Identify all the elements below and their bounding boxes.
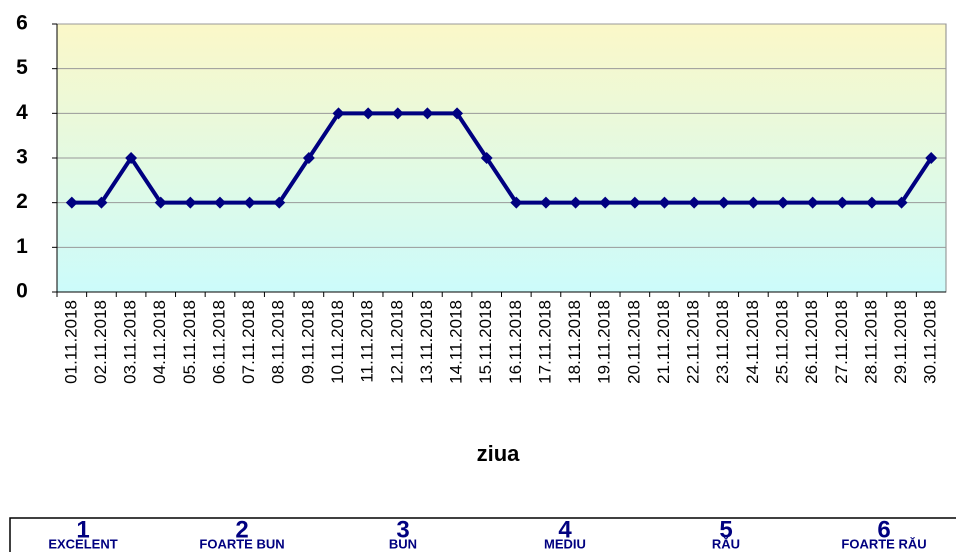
- x-tick-label: 14.11.2018: [447, 300, 466, 384]
- x-tick-label: 08.11.2018: [269, 300, 288, 384]
- data-point: [628, 196, 641, 209]
- legend-number: 4: [558, 516, 572, 543]
- x-tick-label: 16.11.2018: [506, 300, 525, 384]
- data-point: [421, 107, 434, 120]
- legend-label: EXCELENT: [48, 536, 117, 551]
- data-point: [451, 107, 464, 120]
- x-tick-label: 02.11.2018: [91, 300, 110, 384]
- x-tick-label: 23.11.2018: [713, 300, 732, 384]
- x-tick-label: 21.11.2018: [654, 300, 673, 384]
- x-tick-label: 12.11.2018: [387, 300, 406, 384]
- y-tick-label: 1: [16, 235, 28, 258]
- data-point: [836, 196, 849, 209]
- x-tick-label: 10.11.2018: [328, 300, 347, 384]
- x-tick-label: 19.11.2018: [595, 300, 614, 384]
- data-point: [362, 107, 375, 120]
- data-point: [184, 196, 197, 209]
- y-tick-label: 3: [16, 146, 28, 169]
- legend-label: RĂU: [712, 536, 740, 551]
- legend-number: 3: [396, 516, 409, 543]
- data-point: [925, 152, 938, 164]
- data-point: [777, 196, 790, 209]
- legend-label: FOARTE RĂU: [841, 536, 926, 551]
- data-point: [273, 196, 286, 209]
- data-point: [125, 152, 138, 164]
- data-point: [688, 196, 701, 209]
- data-point: [65, 196, 78, 209]
- data-point: [717, 196, 730, 209]
- data-point: [302, 152, 315, 164]
- data-point: [95, 196, 108, 209]
- x-tick-label: 09.11.2018: [298, 300, 317, 384]
- legend-number: 6: [877, 516, 890, 543]
- legend-label: FOARTE BUN: [199, 536, 284, 551]
- data-point: [658, 196, 671, 209]
- legend-number: 2: [235, 516, 248, 543]
- data-point: [480, 152, 493, 164]
- x-tick-label: 30.11.2018: [921, 300, 940, 384]
- x-tick-label: 22.11.2018: [684, 300, 703, 384]
- data-point: [539, 196, 552, 209]
- y-tick-label: 2: [16, 190, 28, 213]
- x-tick-label: 27.11.2018: [832, 300, 851, 384]
- data-point: [391, 107, 404, 120]
- legend-box: [9, 517, 956, 552]
- x-tick-label: 05.11.2018: [180, 300, 199, 384]
- x-tick-label: 13.11.2018: [417, 300, 436, 384]
- data-point: [332, 107, 345, 120]
- x-tick-label: 26.11.2018: [802, 300, 821, 384]
- x-tick-label: 24.11.2018: [743, 300, 762, 384]
- x-tick-label: 11.11.2018: [358, 300, 377, 383]
- legend-label: BUN: [389, 536, 417, 551]
- data-point: [243, 196, 256, 209]
- x-tick-label: 28.11.2018: [861, 300, 880, 384]
- x-axis-label: ziua: [477, 441, 521, 466]
- x-tick-label: 04.11.2018: [150, 300, 169, 384]
- x-tick-label: 17.11.2018: [535, 300, 554, 384]
- x-tick-label: 06.11.2018: [209, 300, 228, 384]
- data-point: [213, 196, 226, 209]
- x-tick-label: 25.11.2018: [773, 300, 792, 384]
- legend-number: 5: [719, 516, 732, 543]
- x-tick-label: 29.11.2018: [891, 300, 910, 384]
- x-tick-label: 18.11.2018: [565, 300, 584, 384]
- data-point: [865, 196, 878, 209]
- x-tick-label: 15.11.2018: [476, 300, 495, 384]
- data-point: [154, 196, 167, 209]
- data-point: [806, 196, 819, 209]
- legend-label: MEDIU: [544, 536, 586, 551]
- legend-number: 1: [76, 516, 89, 543]
- data-point: [569, 196, 582, 209]
- x-tick-label: 20.11.2018: [624, 300, 643, 384]
- data-point: [747, 196, 760, 209]
- y-tick-label: 4: [16, 101, 28, 124]
- x-tick-label: 01.11.2018: [61, 300, 80, 384]
- data-point: [599, 196, 612, 209]
- x-tick-label: 07.11.2018: [239, 300, 258, 384]
- data-point: [895, 196, 908, 209]
- y-tick-label: 0: [16, 280, 28, 303]
- y-tick-label: 6: [16, 12, 28, 35]
- y-tick-label: 5: [16, 56, 28, 79]
- x-tick-label: 03.11.2018: [121, 300, 140, 384]
- data-point: [510, 196, 523, 209]
